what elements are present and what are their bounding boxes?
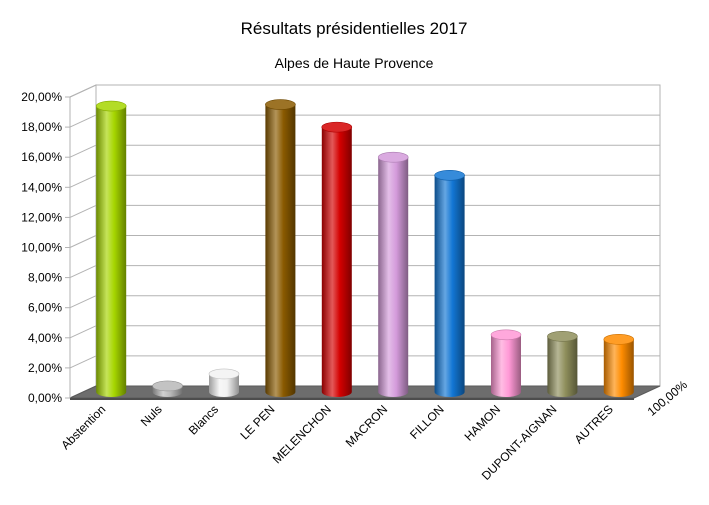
grid-line-side bbox=[69, 325, 97, 339]
grid-line-side bbox=[69, 114, 97, 128]
bar-melenchon bbox=[321, 121, 353, 398]
bar-body bbox=[209, 373, 239, 397]
bar-top bbox=[603, 334, 635, 345]
y-tick-label: 0,00% bbox=[28, 391, 62, 405]
bar-blancs bbox=[208, 368, 240, 397]
chart-subtitle: Alpes de Haute Provence bbox=[275, 55, 434, 71]
bar-body bbox=[265, 104, 296, 398]
floor-edge bbox=[70, 398, 634, 400]
x-tick-label: AUTRES bbox=[572, 402, 616, 446]
y-tick-label: 10,00% bbox=[21, 241, 62, 255]
bar-body bbox=[321, 127, 352, 398]
x-tick-label: Abstention bbox=[58, 402, 108, 452]
grid-line-side bbox=[69, 84, 97, 98]
y-tick-label: 14,00% bbox=[21, 180, 62, 194]
bar-dupont-aignan bbox=[547, 331, 578, 397]
grid-lines bbox=[69, 84, 660, 399]
grid-line-side bbox=[69, 235, 97, 248]
bar-top bbox=[208, 368, 240, 380]
y-tick-label: 18,00% bbox=[21, 120, 62, 134]
bar-fillon bbox=[434, 169, 465, 397]
bars bbox=[95, 99, 635, 398]
bar-macron bbox=[377, 151, 409, 397]
y-tick-label: 12,00% bbox=[21, 210, 62, 224]
bar-top bbox=[95, 100, 127, 112]
x-tick-label: FILLON bbox=[407, 402, 447, 442]
grid-line-side bbox=[69, 265, 97, 279]
bar-body bbox=[603, 339, 634, 397]
bar-hamon bbox=[490, 329, 522, 397]
grid-line-side bbox=[69, 295, 97, 309]
bar-body bbox=[378, 157, 409, 397]
bar-body bbox=[96, 106, 127, 398]
bar-nuls bbox=[152, 380, 183, 397]
bar-abstention bbox=[95, 100, 127, 398]
bar-top bbox=[377, 151, 409, 163]
y-axis-ticks: 0,00% 2,00% 4,00% 6,00% 8,00% 10,00% 12,00% 14,… bbox=[21, 90, 71, 405]
bar-top bbox=[321, 121, 353, 133]
y-tick-label: 16,00% bbox=[21, 150, 62, 164]
x-tick-label: MACRON bbox=[343, 402, 391, 450]
y-tick-label: 2,00% bbox=[28, 361, 62, 375]
y-tick-label: 6,00% bbox=[28, 301, 62, 315]
bar-autres bbox=[603, 334, 635, 397]
x-tick-label: LE PEN bbox=[237, 402, 277, 442]
bar-le-pen bbox=[265, 99, 296, 398]
bar-top bbox=[490, 329, 522, 341]
y-tick-label: 20,00% bbox=[21, 90, 62, 104]
bar-body bbox=[547, 336, 578, 397]
bar-top bbox=[265, 99, 296, 110]
bar-body bbox=[491, 334, 521, 397]
bar-body bbox=[434, 175, 465, 397]
bar-top bbox=[152, 380, 183, 392]
y-tick-label: 4,00% bbox=[28, 331, 62, 345]
x-tick-label: Nuls bbox=[138, 402, 165, 429]
chart-title: Résultats présidentielles 2017 bbox=[241, 19, 468, 38]
grid-line-side bbox=[69, 204, 97, 218]
grid-line-side bbox=[69, 174, 97, 188]
x-tick-label: MELENCHON bbox=[270, 402, 334, 466]
y-tick-label: 8,00% bbox=[28, 271, 62, 285]
grid-line-side bbox=[69, 144, 97, 158]
x-tick-label: Blancs bbox=[186, 402, 221, 437]
grid-line-side bbox=[69, 355, 97, 369]
bar-top bbox=[547, 331, 578, 342]
x-tick-label: HAMON bbox=[462, 402, 503, 443]
bar-top bbox=[434, 169, 465, 181]
